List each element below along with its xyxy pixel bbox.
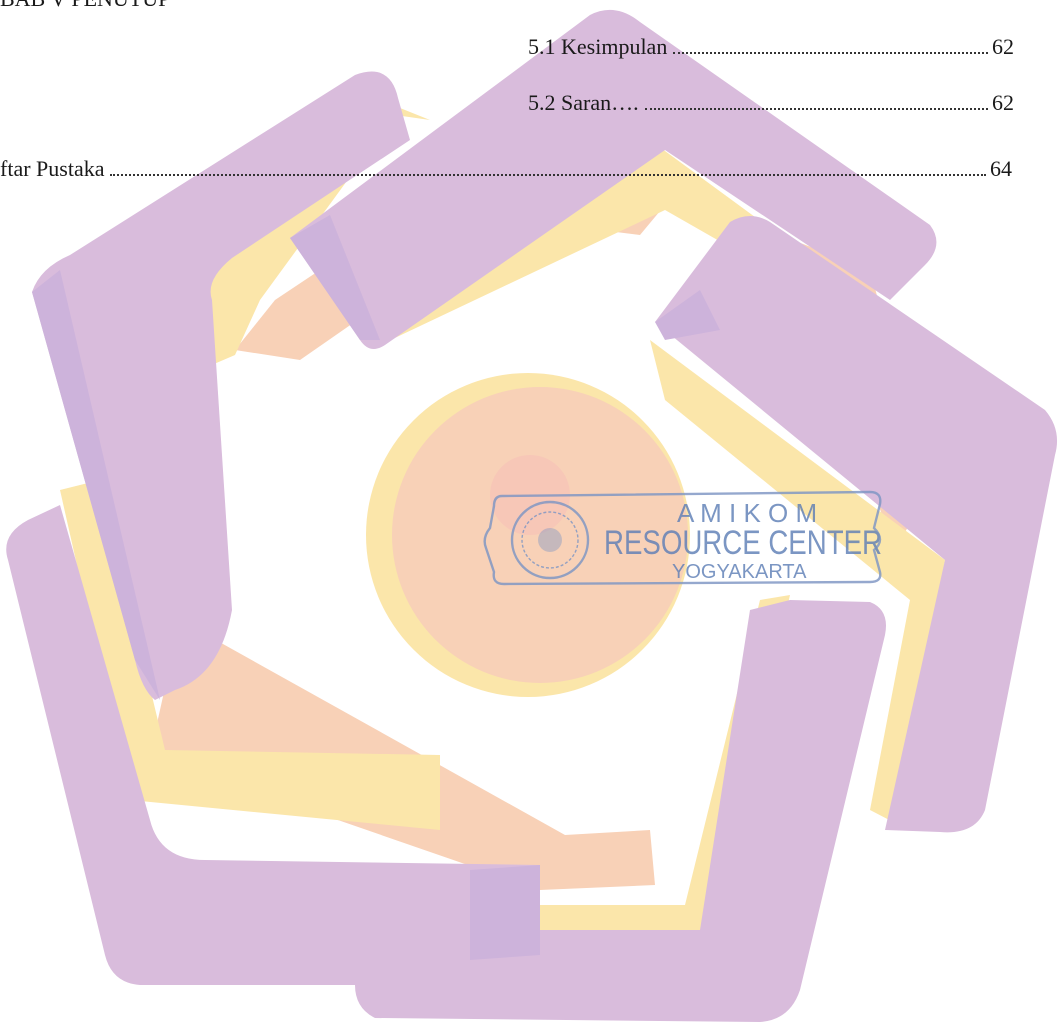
watermark-purple-shade	[290, 215, 380, 340]
toc-entry: 5.2 Saran…. 62	[528, 76, 1014, 116]
toc-entry-label: 5.2 Saran….	[528, 90, 639, 115]
library-stamp: A M I K O M RESOURCE CENTER YOGYAKARTA	[483, 490, 882, 586]
stamp-seal	[510, 500, 590, 580]
toc-dot-leader	[673, 52, 988, 54]
watermark-purple-shade	[470, 865, 540, 960]
watermark-purple-shade	[655, 290, 720, 340]
watermark-center-circle-inner	[392, 387, 688, 683]
watermark-yellow-band	[60, 480, 440, 830]
stamp-line-resource-center: RESOURCE CENTER	[604, 524, 882, 562]
section-heading-clipped: BAB V PENUTUP	[0, 0, 170, 12]
toc-entry-page: 62	[992, 34, 1014, 59]
toc-entry-label: 5.1 Kesimpulan	[528, 34, 668, 59]
watermark-purple-arm	[355, 600, 886, 1022]
toc-entry-label: ftar Pustaka	[0, 156, 105, 181]
watermark-yellow-band	[650, 340, 945, 823]
stamp-line-yogyakarta: YOGYAKARTA	[672, 561, 807, 583]
stamp-border	[483, 490, 882, 586]
toc-entry: 5.1 Kesimpulan 62	[528, 20, 1014, 60]
toc-dot-leader	[110, 174, 986, 176]
stamp-line-amikom: A M I K O M	[677, 498, 817, 528]
toc-entry: ftar Pustaka 64	[0, 142, 1012, 182]
watermark-purple-arm	[32, 71, 410, 700]
stamp-seal-inner	[521, 511, 579, 569]
toc-entry-page: 64	[990, 156, 1012, 181]
watermark-purple-shade	[32, 270, 160, 700]
watermark-purple-arm	[655, 216, 1058, 833]
stamp-seal-emblem	[538, 528, 562, 552]
watermark-yellow-band	[191, 95, 430, 370]
watermark-purple-arm	[290, 9, 937, 350]
watermark-purple-arm	[6, 505, 540, 985]
toc-dot-leader	[644, 108, 988, 110]
toc-entry-page: 62	[992, 90, 1014, 115]
